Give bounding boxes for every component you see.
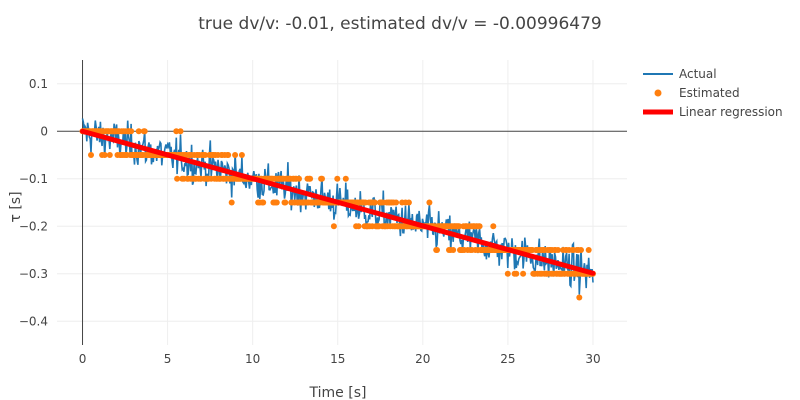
legend-label-estimated: Estimated	[679, 86, 740, 100]
x-tick-label: 15	[330, 352, 345, 366]
y-tick-label: −0.2	[19, 219, 48, 233]
y-tick-label: −0.3	[19, 267, 48, 281]
estimated-point	[88, 152, 94, 158]
estimated-point	[319, 175, 325, 182]
chart-title: true dv/v: -0.01, estimated dv/v = -0.00…	[198, 14, 602, 34]
estimated-point	[174, 175, 181, 182]
estimated-point	[504, 270, 511, 277]
estimated-point	[393, 199, 400, 206]
estimated-point	[135, 128, 142, 135]
x-tick-label: 10	[245, 352, 260, 366]
estimated-point	[225, 152, 232, 158]
estimated-point	[342, 175, 349, 182]
estimated-point	[128, 128, 135, 135]
estimated-point	[434, 247, 440, 253]
y-tick-label: 0.1	[29, 77, 48, 91]
estimated-point	[228, 199, 235, 206]
x-tick-label: 20	[415, 352, 430, 366]
estimated-point	[273, 199, 280, 206]
estimated-point	[307, 175, 314, 182]
estimated-point	[490, 223, 497, 230]
legend-label-actual: Actual	[679, 67, 717, 81]
y-tick-label: −0.4	[19, 314, 48, 328]
estimated-point	[555, 247, 561, 253]
legend-swatch-estimated	[654, 89, 662, 97]
estimated-point	[456, 223, 463, 230]
x-tick-label: 25	[500, 352, 515, 366]
actual-series-line	[81, 118, 594, 295]
estimated-point	[296, 175, 302, 182]
estimated-point	[426, 199, 433, 206]
estimated-point	[106, 152, 113, 158]
estimated-point	[450, 247, 457, 253]
y-tick-label: −0.1	[19, 172, 48, 186]
x-tick-label: 30	[585, 352, 600, 366]
linear-regression-line	[80, 128, 596, 276]
estimated-point	[232, 152, 239, 158]
estimated-point	[585, 247, 592, 253]
plot-traces	[79, 118, 596, 301]
estimated-point	[371, 199, 378, 206]
tick-labels: 0 5 10 15 20 25 30 0.1 0 −0.1 −0.2 −0.3 −0.4	[19, 77, 601, 366]
estimated-point	[101, 152, 108, 158]
estimated-point	[578, 247, 584, 253]
legend-label-regression: Linear regression	[679, 105, 783, 119]
estimated-point	[177, 128, 184, 135]
estimated-point	[141, 128, 148, 135]
estimated-point	[282, 199, 289, 206]
x-axis-label: Time [s]	[309, 385, 367, 400]
estimated-point	[173, 128, 180, 135]
zero-lines	[57, 60, 627, 345]
estimated-point	[513, 270, 520, 277]
y-axis-label: τ [s]	[8, 191, 24, 222]
x-tick-label: 5	[164, 352, 172, 366]
estimated-point	[330, 223, 337, 230]
x-tick-label: 0	[79, 352, 87, 366]
y-tick-label: 0	[40, 124, 48, 138]
estimated-point	[238, 152, 245, 158]
estimated-point	[520, 270, 527, 277]
estimated-point	[355, 223, 362, 230]
estimated-point	[576, 294, 583, 301]
estimated-point	[405, 199, 412, 206]
estimated-point	[476, 223, 483, 230]
estimated-point	[202, 152, 209, 158]
estimated-point	[260, 199, 267, 206]
estimated-point	[334, 175, 341, 182]
legend: Actual Estimated Linear regression	[643, 67, 783, 119]
